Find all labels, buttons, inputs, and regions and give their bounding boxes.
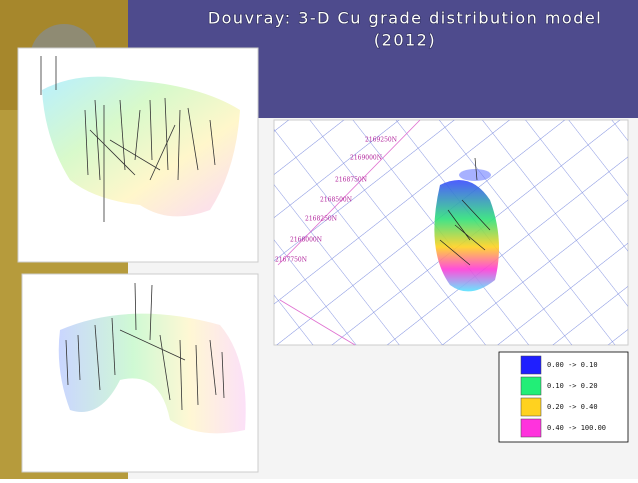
- plan-map: 2169250N 2169000N 2168750N 2168500N 2168…: [273, 119, 629, 346]
- legend-label: 0.20 -> 0.40: [547, 403, 598, 411]
- title-line: Douvray: 3-D Cu grade distribution model: [208, 9, 602, 28]
- legend-swatch: [520, 418, 542, 438]
- model-view-1: [17, 47, 259, 263]
- grid-label: 2168000N: [290, 237, 322, 244]
- legend-swatch: [520, 355, 542, 375]
- grid-label: 2169000N: [350, 155, 382, 162]
- legend-label: 0.00 -> 0.10: [547, 361, 598, 369]
- title-line: (2012): [374, 31, 436, 50]
- model-view-2: [21, 273, 259, 473]
- legend: 0.00 -> 0.10 0.10 -> 0.20 0.20 -> 0.40 0.40…: [498, 351, 629, 443]
- legend-swatch: [520, 397, 542, 417]
- grid-label: 2167750N: [275, 257, 307, 264]
- grid-label: 2168250N: [305, 216, 337, 223]
- legend-swatch: [520, 376, 542, 396]
- grid-label: 2169250N: [365, 137, 397, 144]
- legend-label: 0.40 -> 100.00: [547, 424, 606, 432]
- legend-label: 0.10 -> 0.20: [547, 382, 598, 390]
- grid-label: 2168750N: [335, 177, 367, 184]
- grid-label: 2168500N: [320, 197, 352, 204]
